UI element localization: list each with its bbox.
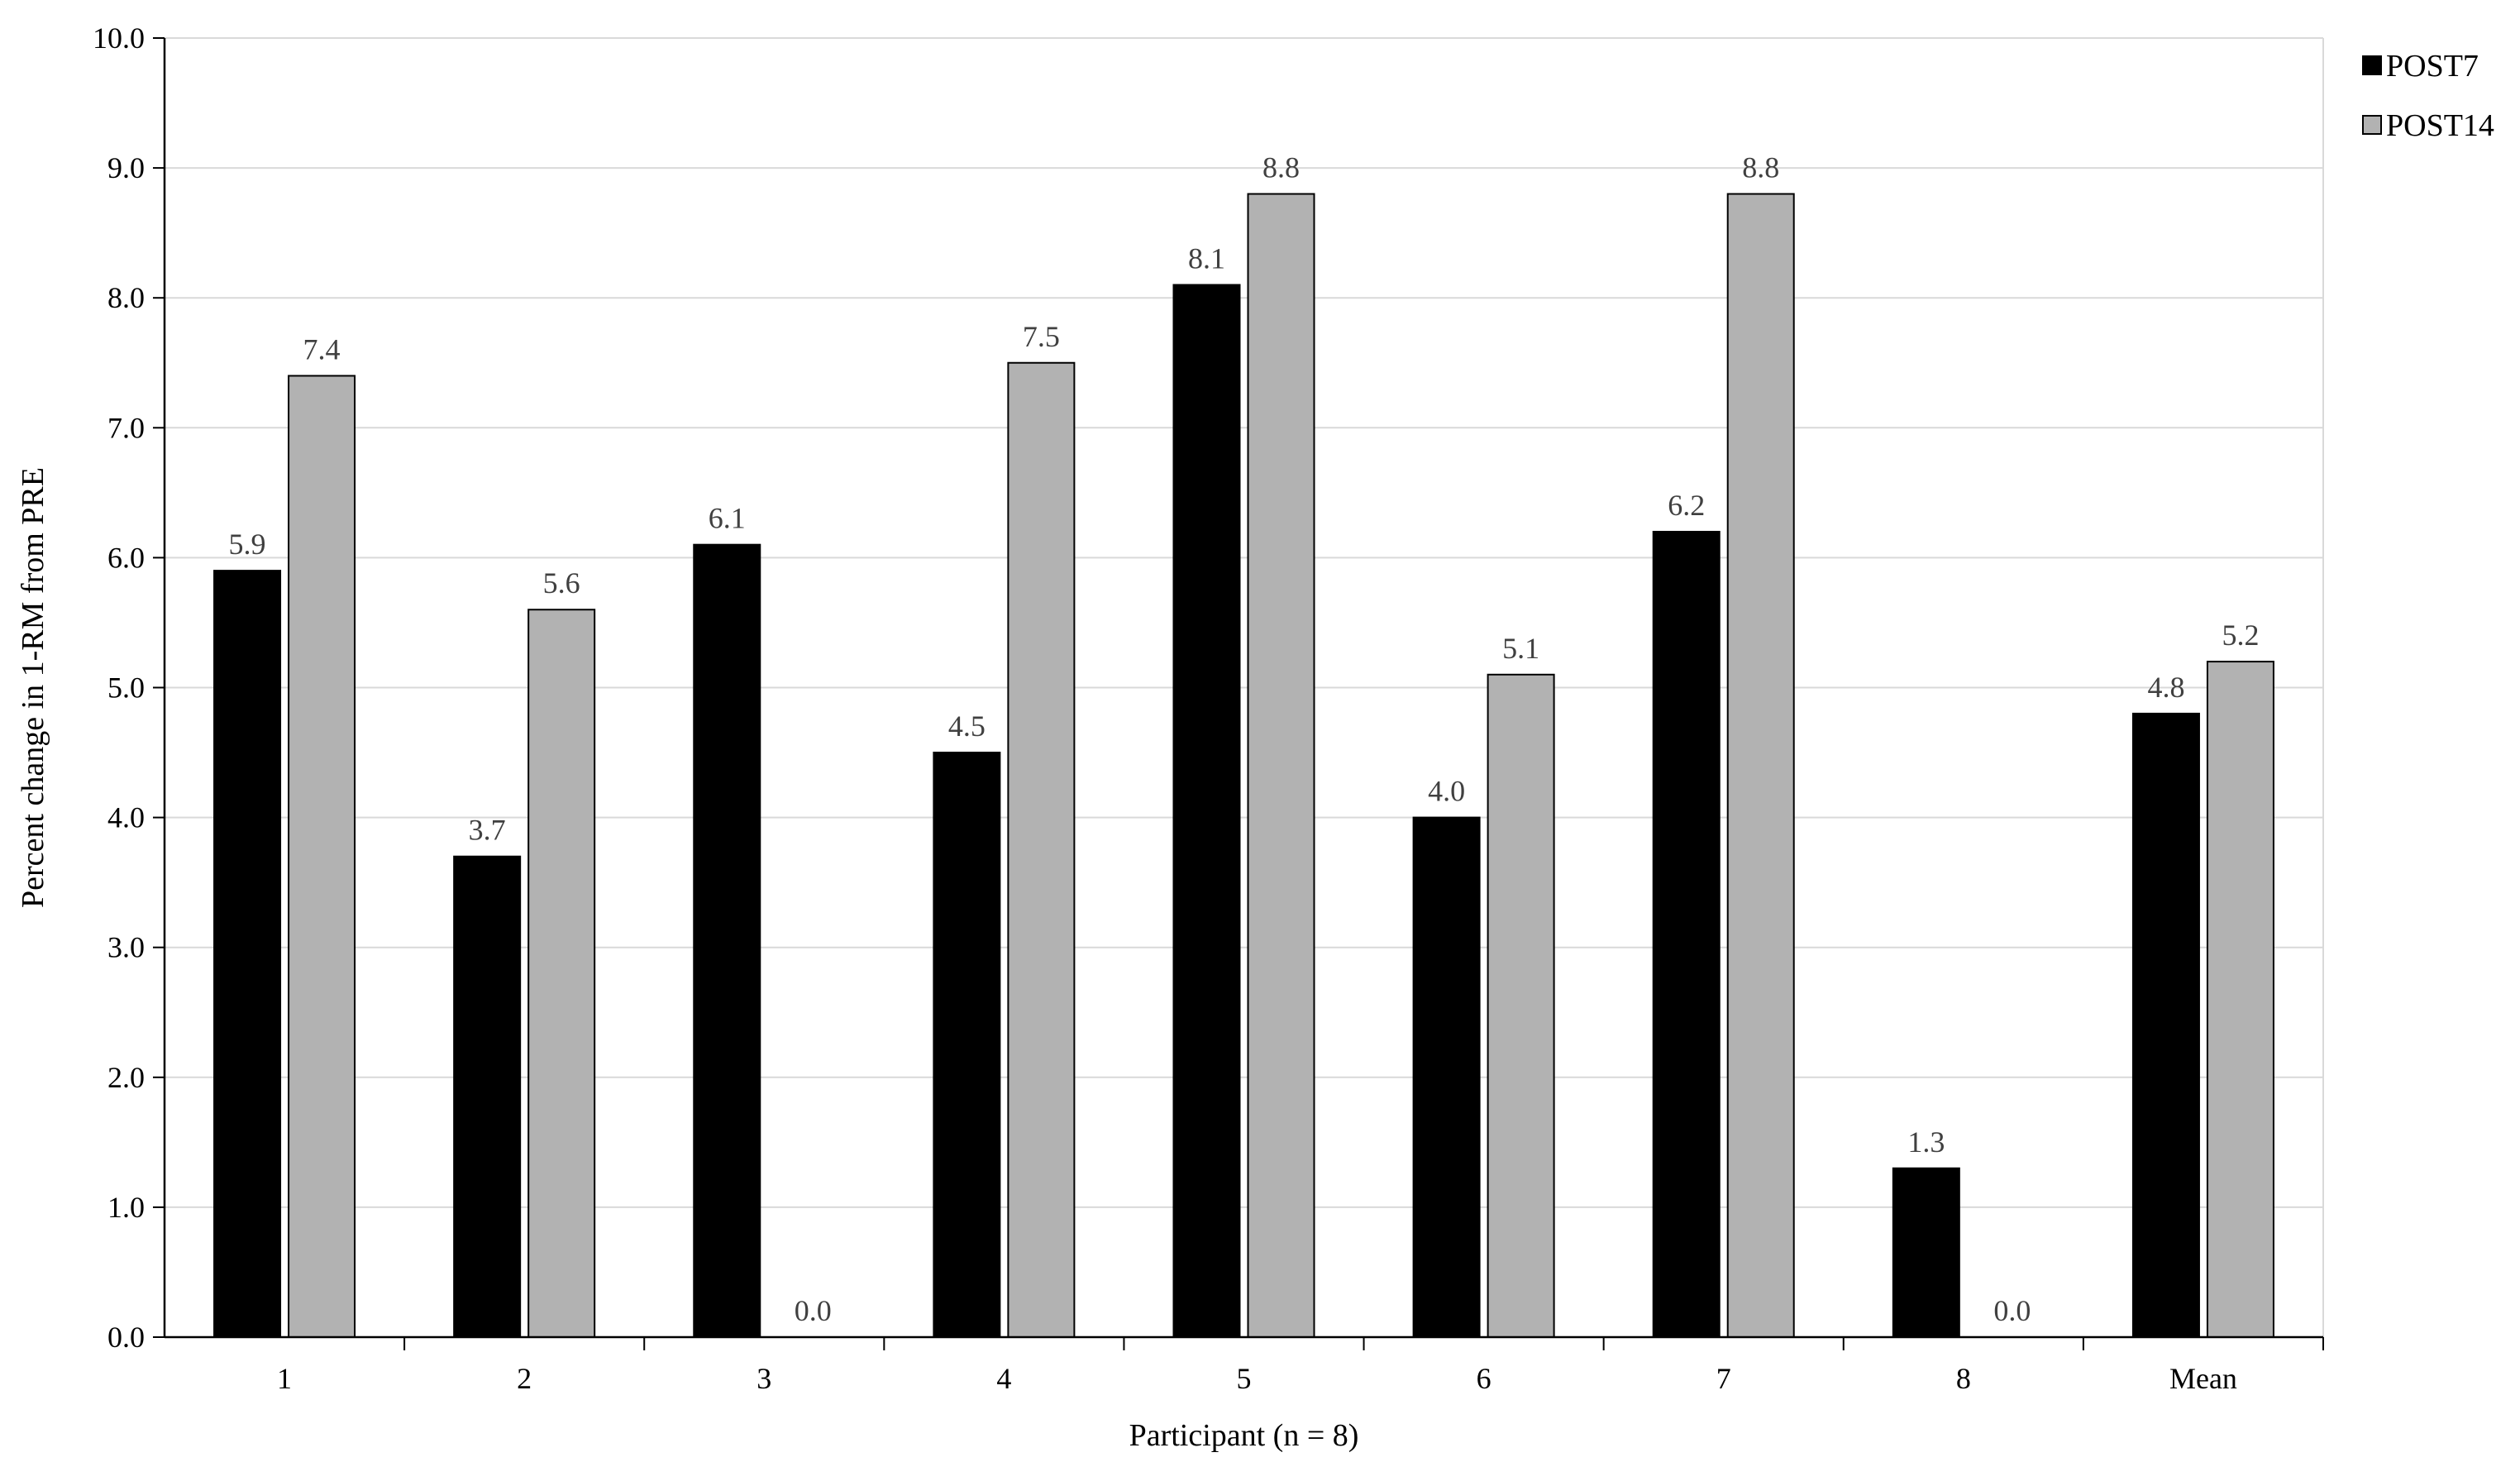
data-label: 8.1: [1188, 241, 1225, 275]
x-tick-label: 6: [1477, 1362, 1491, 1395]
data-label: 1.3: [1907, 1125, 1945, 1159]
bar-post7: [1412, 816, 1481, 1338]
bar-post7: [213, 570, 282, 1338]
legend-swatch-post14: [2362, 115, 2382, 135]
gridlines: [165, 37, 2324, 1337]
data-labels: 5.9 7.4 3.7 5.6 6.1 0.0 4.5 7.5 8.1 8.8 4.0 5.1 6.2 8…: [229, 151, 2260, 1327]
y-tick-label: 3.0: [107, 931, 145, 964]
x-axis-title: Participant (n = 8): [1129, 1418, 1359, 1453]
y-axis-title: Percent change in 1-RM from PRE: [16, 467, 50, 908]
y-tick-label: 8.0: [107, 281, 145, 314]
bar-post14: [1247, 193, 1315, 1338]
legend: POST7 POST14: [2362, 49, 2494, 143]
data-label: 8.8: [1262, 151, 1300, 184]
data-label: 5.1: [1502, 632, 1539, 665]
bar-post14: [1726, 193, 1795, 1338]
axes: 0.0 1.0 2.0 3.0 4.0 5.0 6.0 7.0 8.0 9.0 10.0 1 2 3 4 5 6…: [93, 22, 2324, 1395]
x-tick-label: 4: [996, 1362, 1011, 1395]
data-label: 7.4: [303, 332, 341, 366]
bar-post14: [1007, 361, 1076, 1338]
data-label: 4.0: [1428, 775, 1465, 808]
x-tick-label: 5: [1237, 1362, 1252, 1395]
data-label: 4.8: [2147, 671, 2184, 704]
bar-post7: [453, 855, 522, 1338]
y-tick-label: 7.0: [107, 411, 145, 444]
y-tick-label: 9.0: [107, 151, 145, 184]
x-tick-label: 2: [517, 1362, 532, 1395]
bar-post7: [933, 752, 1001, 1338]
bar-post7: [693, 543, 761, 1338]
legend-swatch-post7: [2362, 55, 2382, 75]
bar-post7: [2131, 712, 2200, 1338]
data-label: 0.0: [1993, 1294, 2031, 1327]
bar-post14: [1487, 673, 1555, 1338]
data-label: 3.7: [469, 814, 506, 847]
data-label: 8.8: [1742, 151, 1779, 184]
x-tick-label: 8: [1956, 1362, 1971, 1395]
x-tick-label: Mean: [2169, 1362, 2237, 1395]
y-tick-label: 1.0: [107, 1191, 145, 1224]
bar-post7: [1652, 530, 1721, 1338]
data-label: 4.5: [948, 710, 986, 743]
y-tick-label: 6.0: [107, 541, 145, 574]
bar-post7: [1892, 1167, 1960, 1339]
y-tick-label: 0.0: [107, 1321, 145, 1354]
y-tick-label: 2.0: [107, 1061, 145, 1094]
bars: [213, 193, 2274, 1339]
x-tick-label: 1: [277, 1362, 292, 1395]
data-label: 7.5: [1023, 320, 1060, 353]
y-tick-label: 10.0: [93, 22, 145, 55]
x-tick-label: 7: [1716, 1362, 1731, 1395]
bar-post14: [288, 375, 356, 1339]
y-tick-label: 5.0: [107, 671, 145, 705]
data-label: 5.6: [543, 566, 580, 600]
data-label: 6.1: [709, 502, 746, 535]
y-tick-label: 4.0: [107, 801, 145, 834]
bar-post14: [2206, 661, 2274, 1338]
data-label: 5.9: [229, 528, 266, 561]
data-label: 6.2: [1668, 489, 1705, 522]
legend-label-post7: POST7: [2386, 49, 2479, 84]
data-label: 5.2: [2222, 619, 2259, 652]
x-tick-label: 3: [756, 1362, 771, 1395]
bar-post7: [1172, 284, 1241, 1338]
bar-post14: [527, 609, 596, 1338]
data-label: 0.0: [795, 1294, 832, 1327]
legend-label-post14: POST14: [2386, 108, 2494, 143]
